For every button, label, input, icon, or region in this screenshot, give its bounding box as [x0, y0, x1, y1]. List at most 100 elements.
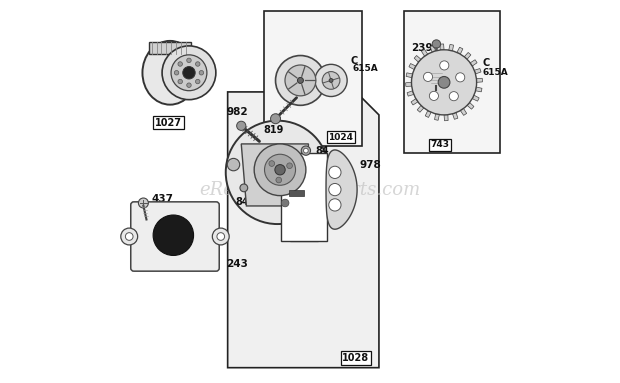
Text: 84: 84 — [316, 146, 329, 155]
Polygon shape — [460, 108, 467, 115]
Circle shape — [195, 62, 200, 66]
Circle shape — [285, 65, 316, 96]
Circle shape — [153, 215, 193, 255]
Text: C: C — [351, 56, 358, 65]
Circle shape — [275, 56, 326, 105]
Polygon shape — [422, 49, 428, 56]
Polygon shape — [406, 73, 412, 78]
Polygon shape — [464, 52, 471, 59]
Circle shape — [329, 199, 341, 211]
Text: 84: 84 — [235, 197, 249, 208]
Polygon shape — [472, 95, 479, 101]
Text: 819: 819 — [264, 125, 284, 135]
Polygon shape — [425, 111, 431, 118]
Circle shape — [178, 62, 182, 66]
Circle shape — [429, 91, 438, 100]
Text: 615A: 615A — [353, 64, 379, 73]
Polygon shape — [444, 115, 448, 121]
Circle shape — [228, 159, 240, 171]
Circle shape — [301, 146, 311, 155]
Text: 437: 437 — [151, 194, 173, 204]
FancyBboxPatch shape — [131, 202, 219, 271]
Bar — [404, 11, 500, 153]
Ellipse shape — [143, 41, 198, 105]
Circle shape — [171, 55, 207, 91]
Circle shape — [286, 163, 293, 169]
Circle shape — [217, 232, 224, 241]
Circle shape — [195, 79, 200, 84]
Circle shape — [121, 228, 138, 245]
Text: 243: 243 — [226, 259, 247, 269]
Bar — [149, 42, 191, 54]
Polygon shape — [417, 105, 424, 112]
Polygon shape — [430, 45, 436, 52]
Polygon shape — [453, 113, 458, 119]
Polygon shape — [476, 87, 482, 92]
Text: C: C — [482, 58, 490, 68]
Circle shape — [329, 79, 333, 82]
Polygon shape — [467, 103, 474, 109]
Polygon shape — [241, 144, 309, 206]
Text: 239: 239 — [412, 43, 433, 53]
Circle shape — [240, 184, 248, 192]
Circle shape — [162, 46, 216, 100]
Text: 743: 743 — [431, 140, 450, 149]
Polygon shape — [228, 92, 379, 368]
Polygon shape — [470, 60, 477, 66]
Polygon shape — [457, 47, 463, 54]
Text: 1032: 1032 — [292, 230, 317, 239]
Polygon shape — [435, 114, 440, 120]
Circle shape — [329, 183, 341, 196]
Polygon shape — [474, 69, 481, 74]
Circle shape — [276, 177, 281, 183]
Polygon shape — [476, 78, 482, 82]
Bar — [289, 190, 304, 196]
Circle shape — [178, 79, 182, 84]
Polygon shape — [405, 82, 412, 87]
Circle shape — [199, 70, 203, 75]
Circle shape — [304, 148, 308, 153]
Text: 1027: 1027 — [155, 118, 182, 128]
Circle shape — [237, 121, 246, 130]
Text: 978: 978 — [360, 160, 381, 170]
Circle shape — [174, 70, 179, 75]
Bar — [431, 72, 442, 86]
Circle shape — [432, 40, 441, 48]
Circle shape — [298, 77, 303, 83]
Circle shape — [450, 92, 458, 101]
Circle shape — [412, 50, 477, 115]
Circle shape — [138, 198, 148, 208]
Circle shape — [212, 228, 229, 245]
Circle shape — [315, 64, 347, 97]
Circle shape — [281, 199, 289, 207]
Text: 1028: 1028 — [342, 353, 370, 363]
Circle shape — [322, 72, 340, 89]
Polygon shape — [409, 64, 416, 69]
Text: eReplacementParts.com: eReplacementParts.com — [200, 181, 420, 198]
Polygon shape — [414, 56, 421, 62]
Polygon shape — [449, 44, 454, 51]
Circle shape — [440, 61, 449, 70]
Circle shape — [329, 166, 341, 178]
Bar — [281, 153, 327, 241]
Circle shape — [226, 121, 329, 224]
Circle shape — [275, 165, 285, 175]
Polygon shape — [407, 91, 414, 96]
Circle shape — [456, 73, 465, 82]
Circle shape — [254, 144, 306, 196]
Text: 615A: 615A — [482, 68, 508, 77]
Circle shape — [438, 77, 450, 88]
Circle shape — [187, 58, 191, 62]
Circle shape — [269, 161, 275, 166]
Text: 1024: 1024 — [328, 133, 353, 142]
Circle shape — [270, 114, 280, 124]
Circle shape — [423, 72, 433, 82]
Polygon shape — [440, 44, 444, 50]
Bar — [264, 11, 361, 146]
Text: 982: 982 — [226, 107, 248, 118]
Circle shape — [125, 232, 133, 241]
Polygon shape — [411, 98, 418, 105]
Circle shape — [183, 67, 195, 79]
Polygon shape — [326, 150, 357, 229]
Polygon shape — [429, 57, 444, 74]
